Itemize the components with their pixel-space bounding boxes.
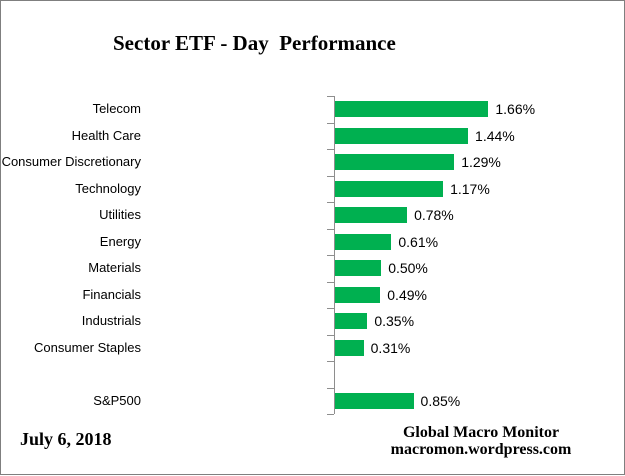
- category-label: Consumer Staples: [34, 339, 141, 355]
- axis-tick: [327, 202, 334, 203]
- bar: [335, 260, 382, 277]
- axis-tick: [327, 281, 334, 283]
- axis-tick: [327, 334, 334, 336]
- bar: [335, 313, 368, 330]
- bar: [335, 127, 469, 144]
- bar: [335, 101, 489, 118]
- footer-source-name: Global Macro Monitor: [402, 424, 560, 441]
- bar: [335, 392, 414, 409]
- category-label: Utilities: [99, 207, 141, 223]
- bar: [335, 286, 381, 303]
- category-axis-line: [334, 96, 335, 414]
- category-label: Financials: [82, 286, 141, 302]
- date-label: July 6, 2018: [20, 429, 112, 449]
- axis-tick: [327, 122, 334, 124]
- axis-tick: [327, 175, 334, 177]
- value-label: 0.78%: [414, 207, 454, 224]
- axis-tick: [327, 308, 334, 309]
- value-label: 0.50%: [388, 260, 428, 277]
- value-label: 1.17%: [450, 180, 490, 197]
- category-label: Technology: [75, 180, 141, 196]
- bar: [335, 233, 392, 250]
- category-label: S&P500: [93, 392, 141, 408]
- bar: [335, 207, 408, 224]
- axis-tick: [327, 414, 334, 415]
- value-label: 0.85%: [420, 392, 461, 409]
- value-label: 1.66%: [495, 101, 536, 118]
- category-label: Health Care: [71, 127, 141, 143]
- value-label: 0.31%: [370, 339, 411, 356]
- bar: [335, 154, 455, 171]
- value-label: 1.44%: [475, 127, 515, 144]
- category-label: Industrials: [81, 313, 141, 329]
- footer-source-url: macromon.wordpress.com: [390, 441, 572, 458]
- category-label: Consumer Discretionary: [1, 154, 141, 170]
- axis-tick: [327, 228, 334, 230]
- value-label: 0.35%: [374, 313, 415, 330]
- axis-tick: [327, 96, 334, 97]
- value-label: 0.49%: [387, 286, 427, 303]
- category-label: Energy: [99, 233, 141, 249]
- axis-tick: [327, 361, 334, 362]
- category-label: Materials: [88, 260, 141, 276]
- axis-tick: [327, 387, 334, 389]
- bar: [335, 339, 364, 356]
- axis-tick: [327, 149, 334, 150]
- category-label: Telecom: [92, 101, 141, 117]
- bar: [335, 180, 444, 197]
- value-label: 1.29%: [461, 154, 501, 171]
- axis-tick: [327, 255, 334, 256]
- chart-title: Sector ETF - Day Performance: [113, 31, 396, 55]
- value-label: 0.61%: [398, 233, 439, 250]
- footer-credit: Global Macro Monitor macromon.wordpress.…: [331, 424, 625, 458]
